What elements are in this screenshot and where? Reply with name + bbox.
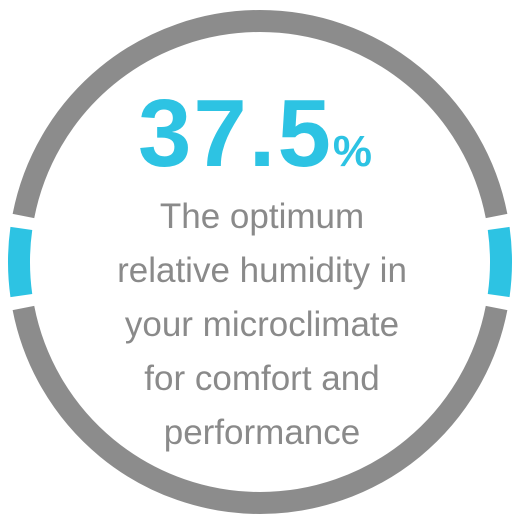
ring-accent [8,226,33,298]
ring-segment [12,10,508,219]
ring [8,10,512,514]
ring-accent [487,226,512,298]
ring-segment [12,305,508,514]
caption-line: for comfort and [144,359,379,398]
caption-line: The optimum [160,197,364,236]
stat-unit: % [333,127,372,176]
caption-line: your microclimate [125,305,399,344]
stat: 37.5% [138,80,372,187]
caption-line: performance [164,413,360,452]
caption-line: relative humidity in [117,251,407,290]
stat-value: 37.5 [138,80,333,187]
caption: The optimum relative humidity in your micr… [117,197,407,452]
